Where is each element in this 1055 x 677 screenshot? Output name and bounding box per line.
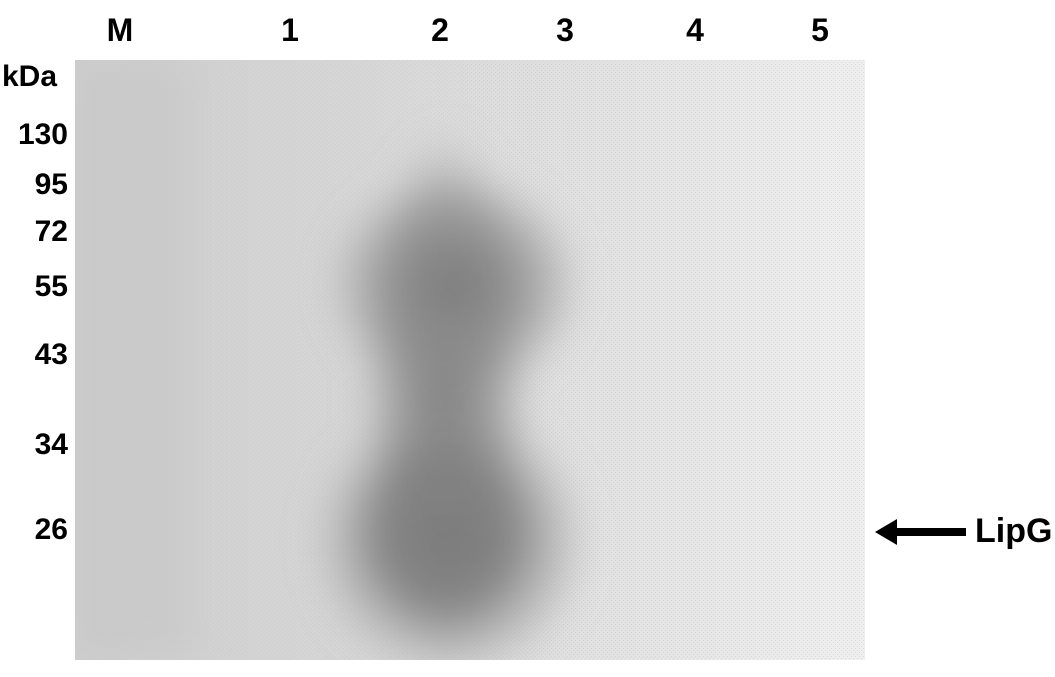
mw-label: 55 xyxy=(0,270,68,304)
lane-label-text: 5 xyxy=(811,12,829,48)
lane-label-text: M xyxy=(107,12,134,48)
lane-label: 3 xyxy=(556,12,574,49)
arrow-left-icon xyxy=(875,517,967,547)
mw-label: 72 xyxy=(0,215,68,249)
lane-label: 1 xyxy=(281,12,299,49)
lane-label-text: 4 xyxy=(686,12,704,48)
mw-label: 130 xyxy=(0,118,68,152)
lane-label-text: 1 xyxy=(281,12,299,48)
lane-label: 5 xyxy=(811,12,829,49)
mw-label: 43 xyxy=(0,338,68,372)
lane-label: 4 xyxy=(686,12,704,49)
lane-label: 2 xyxy=(431,12,449,49)
lane-label-text: 3 xyxy=(556,12,574,48)
gel-image xyxy=(75,60,865,660)
band-pointer: LipG xyxy=(875,512,1052,551)
mw-label: 26 xyxy=(0,513,68,547)
lane-label: M xyxy=(107,12,134,49)
mw-label: 95 xyxy=(0,168,68,202)
band-label: LipG xyxy=(975,512,1052,551)
unit-label: kDa xyxy=(2,60,57,94)
lane-label-text: 2 xyxy=(431,12,449,48)
mw-label: 34 xyxy=(0,428,68,462)
